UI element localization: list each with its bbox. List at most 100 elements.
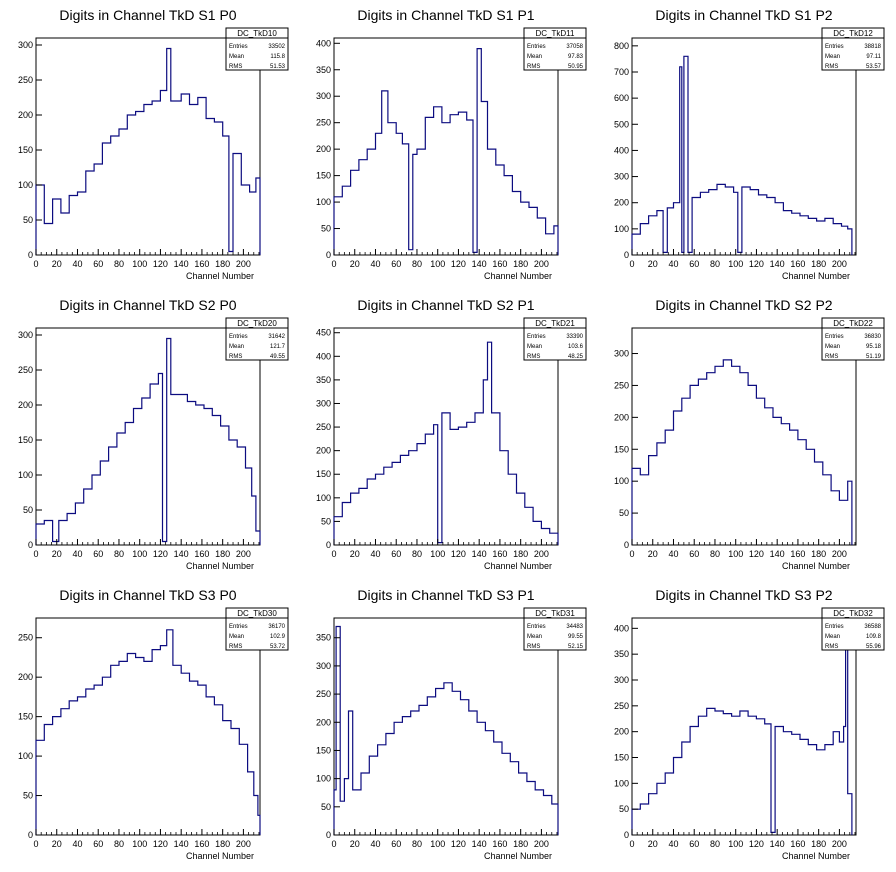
plot-frame (35, 617, 261, 836)
x-tick-label: 40 (370, 259, 380, 269)
x-tick-label: 200 (236, 549, 251, 559)
x-tick-label: 80 (710, 259, 720, 269)
x-tick-label: 200 (832, 259, 847, 269)
y-tick-label: 400 (614, 623, 629, 633)
stats-value: 102.9 (270, 634, 286, 640)
x-tick-label: 140 (472, 839, 487, 849)
y-tick-label: 300 (18, 40, 33, 50)
histogram-panel: Digits in Channel TkD S2 P1 0 20 40 60 80 100 1… (316, 297, 587, 571)
stats-value: 109.8 (866, 634, 882, 640)
x-tick-label: 120 (451, 549, 466, 559)
plot-frame (333, 327, 559, 546)
stats-key: Mean (229, 634, 244, 640)
y-tick-label: 800 (614, 41, 629, 51)
x-tick-label: 60 (391, 259, 401, 269)
stats-key: RMS (825, 644, 838, 650)
y-tick-label: 150 (18, 712, 33, 722)
x-tick-label: 160 (790, 259, 805, 269)
y-tick-label: 100 (316, 493, 331, 503)
x-tick-label: 80 (412, 839, 422, 849)
y-tick-label: 250 (18, 633, 33, 643)
histogram-line (333, 341, 559, 545)
y-tick-label: 150 (316, 171, 331, 181)
x-tick-label: 140 (174, 259, 189, 269)
stats-value: 37058 (566, 44, 583, 50)
stats-key: Entries (229, 44, 248, 50)
x-tick-label: 200 (832, 549, 847, 559)
y-tick-label: 150 (614, 753, 629, 763)
stats-value: 50.95 (568, 64, 584, 70)
x-tick-label: 20 (350, 839, 360, 849)
x-tick-label: 100 (132, 549, 147, 559)
y-tick-label: 300 (316, 661, 331, 671)
x-tick-label: 120 (451, 839, 466, 849)
stats-value: 97.83 (568, 54, 584, 60)
x-tick-label: 120 (749, 839, 764, 849)
x-tick-label: 180 (811, 839, 826, 849)
y-tick-label: 300 (18, 330, 33, 340)
x-tick-label: 120 (153, 259, 168, 269)
x-tick-label: 180 (215, 549, 230, 559)
x-tick-label: 120 (749, 259, 764, 269)
stats-box (821, 607, 885, 651)
y-tick-label: 200 (18, 110, 33, 120)
chart-title: Digits in Channel TkD S2 P1 (357, 297, 534, 313)
x-tick-label: 80 (114, 839, 124, 849)
y-tick-label: 200 (18, 400, 33, 410)
stats-value: 31642 (268, 334, 285, 340)
y-tick-label: 0 (624, 540, 629, 550)
y-tick-label: 150 (316, 745, 331, 755)
y-tick-label: 350 (316, 633, 331, 643)
x-axis-label: Channel Number (782, 561, 850, 571)
stats-key: RMS (229, 644, 242, 650)
stats-box (523, 317, 587, 361)
y-tick-label: 0 (28, 830, 33, 840)
y-tick-label: 50 (23, 215, 33, 225)
stats-value: 33390 (566, 334, 583, 340)
x-tick-label: 160 (492, 259, 507, 269)
stats-box (225, 607, 289, 651)
stats-value: 38818 (864, 44, 881, 50)
y-tick-label: 150 (614, 444, 629, 454)
y-tick-label: 250 (316, 422, 331, 432)
stats-name: DC_TkD31 (535, 609, 575, 618)
x-tick-label: 0 (33, 839, 38, 849)
x-tick-label: 180 (811, 259, 826, 269)
x-tick-label: 180 (513, 839, 528, 849)
x-tick-label: 180 (513, 549, 528, 559)
y-tick-label: 150 (18, 145, 33, 155)
y-tick-label: 50 (23, 505, 33, 515)
y-tick-label: 100 (316, 774, 331, 784)
y-tick-label: 50 (321, 516, 331, 526)
stats-value: 95.18 (866, 344, 882, 350)
x-tick-label: 80 (412, 259, 422, 269)
y-tick-label: 100 (614, 476, 629, 486)
x-tick-label: 60 (689, 259, 699, 269)
x-tick-label: 140 (770, 259, 785, 269)
stats-value: 36170 (268, 624, 285, 630)
stats-box (523, 607, 587, 651)
stats-box (523, 27, 587, 71)
x-tick-label: 200 (832, 839, 847, 849)
x-tick-label: 40 (72, 549, 82, 559)
x-tick-label: 40 (668, 259, 678, 269)
stats-key: Entries (229, 334, 248, 340)
y-tick-label: 400 (316, 38, 331, 48)
histogram-line (35, 629, 261, 835)
histogram-panel: Digits in Channel TkD S3 P1 0 20 40 60 80 100 1… (316, 587, 587, 861)
stats-name: DC_TkD21 (535, 319, 575, 328)
y-tick-label: 200 (316, 144, 331, 154)
x-tick-label: 100 (728, 259, 743, 269)
stats-key: RMS (527, 64, 540, 70)
plot-frame (333, 617, 559, 836)
x-tick-label: 200 (534, 839, 549, 849)
x-tick-label: 0 (33, 549, 38, 559)
histogram-line (631, 359, 853, 545)
x-tick-label: 40 (72, 839, 82, 849)
x-tick-label: 120 (153, 549, 168, 559)
stats-key: RMS (229, 354, 242, 360)
x-axis-label: Channel Number (484, 271, 552, 281)
x-tick-label: 60 (93, 549, 103, 559)
y-tick-label: 0 (28, 250, 33, 260)
